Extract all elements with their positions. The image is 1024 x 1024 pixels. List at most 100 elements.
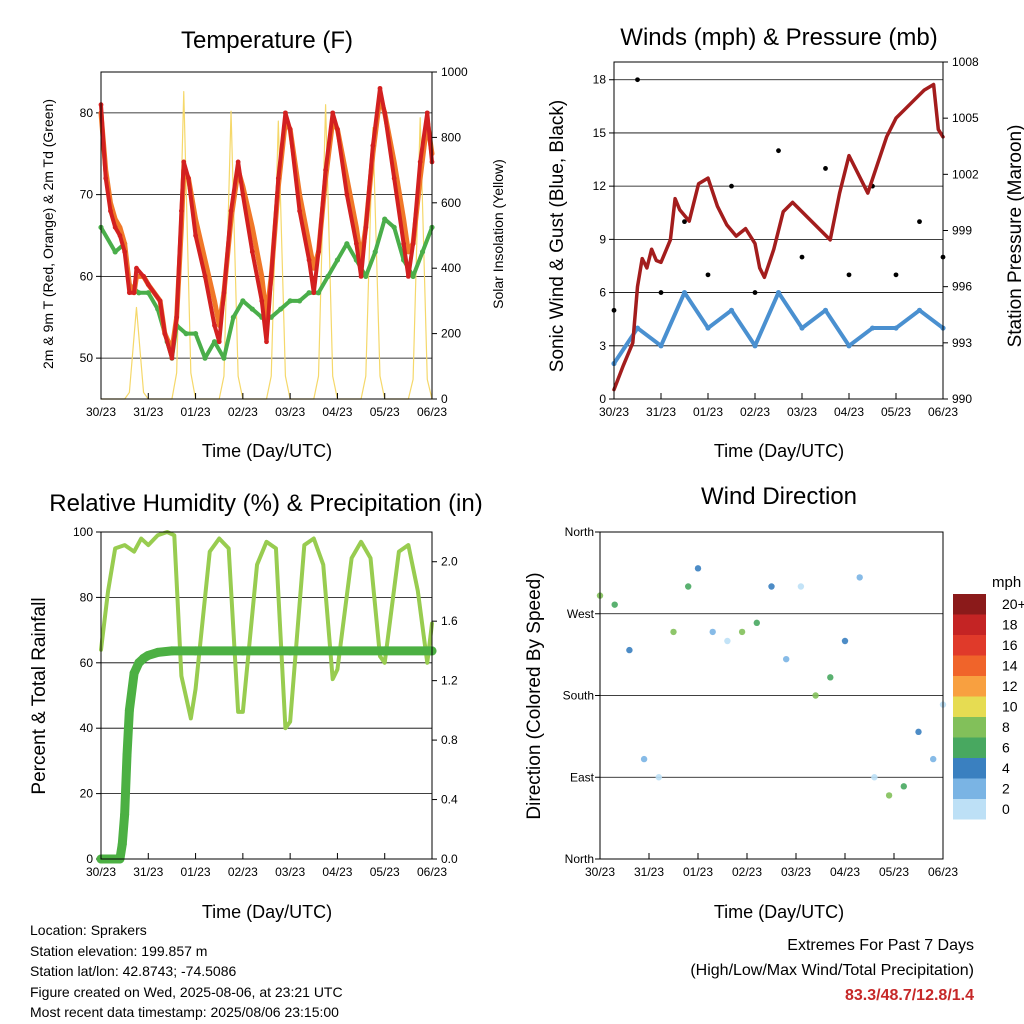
dewpoint-point [249,306,255,312]
wind-gust-point [823,166,828,171]
x-tick-label: 02/23 [740,405,770,419]
dewpoint-point [287,298,293,304]
y-tick-label: 15 [593,126,607,140]
wind-speed-point [658,343,664,349]
temp-2m-point [363,224,369,230]
recent-text: Most recent data timestamp: 2025/08/06 2… [30,1004,339,1020]
precip-point [285,646,295,656]
y-right-tick-label: 800 [441,130,461,144]
temp-2m-point [335,126,340,132]
direction-point [856,574,863,581]
x-tick-label: 03/23 [275,865,305,879]
plot-frame [613,61,944,400]
plot-frame [100,71,433,400]
y-right-tick-label: 2.0 [441,555,458,569]
y-right-tick-label: 999 [952,224,972,238]
wind-speed-point [775,289,782,296]
y-tick-label: 60 [80,269,94,283]
legend-swatch [953,614,986,635]
temp-2m-point [259,298,265,304]
direction-point [694,565,702,572]
x-tick-label: 02/23 [228,865,258,879]
x-tick-label: 02/23 [732,865,762,879]
dewpoint-point [221,355,227,361]
temp-2m-point [249,249,255,255]
precip-point [153,647,163,657]
temp-2m-point [178,208,184,214]
plot-frame [599,531,944,860]
winds-title: Winds (mph) & Pressure (mb) [620,24,937,51]
humidity-line [99,530,434,731]
temp-2m-point [287,126,293,132]
wind-speed-point [822,307,829,313]
legend-swatch [953,635,986,656]
temp-2m-point [330,110,336,116]
x-tick-label: 31/23 [646,405,676,419]
temp-2m-point [424,110,430,116]
speed-legend: 20+ 18 16 14 12 10 8 6 4 2 0 [953,594,1024,820]
temp-2m-point [240,192,246,198]
temp-2m-point [108,208,113,214]
y-right-tick-label: 0.8 [441,733,458,747]
dewpoint-point [145,290,151,296]
y-tick-label: 12 [593,179,607,193]
x-tick-label: 01/23 [181,865,211,879]
y-right-tick-label: 996 [952,280,972,294]
temp-2m-point [134,265,139,271]
temp-2m-point [122,249,128,255]
legend-label: 0 [1002,801,1010,817]
x-tick-label: 05/23 [879,865,909,879]
dewpoint-point [372,249,378,255]
y-right-tick-label: 0.4 [441,793,458,807]
dewpoint-point [192,331,199,337]
x-tick-label: 06/23 [928,865,958,879]
precip-point [122,750,132,760]
y-right-tick-label: 990 [952,392,972,406]
y-tick-label: 100 [73,525,93,539]
wind-speed-point [799,325,805,331]
legend-swatch [953,594,986,615]
temp-2m-point [283,110,288,116]
direction-point [753,619,760,627]
direction-point [738,628,746,636]
y-tick-label: 40 [80,721,94,735]
y-tick-label: North [565,525,594,539]
legend-label: 18 [1002,617,1018,633]
y-tick-label: North [565,852,594,866]
dewpoint-point [278,306,284,312]
direction-point [900,783,907,790]
x-tick-label: 04/23 [322,405,352,419]
dewpoint-point [419,249,426,255]
pressure-line [612,82,945,392]
temp-2m-point [169,355,175,361]
y-right-tick-label: 1000 [441,65,468,79]
y-tick-label: 80 [80,106,94,120]
temp-2m-point [417,159,423,165]
temp-2m-point [202,273,208,279]
temp-2m-point [145,282,151,287]
y-tick-label: 18 [593,73,607,87]
temp-2m-point [410,241,416,247]
latlon-text: Station lat/lon: 42.8743; -74.5086 [30,963,237,979]
precip-point [380,646,390,656]
x-tick-label: 31/23 [133,865,163,879]
x-tick-label: 31/23 [133,405,163,419]
direction-point [724,637,731,645]
precip-point [191,646,201,656]
x-tick-label: 04/23 [322,865,352,879]
y-tick-label: 3 [599,339,606,353]
temp-2m-point [228,208,234,214]
wind-gust-point [729,183,734,189]
precip-point [117,839,127,849]
dewpoint-point [136,290,142,296]
direction-point [871,774,878,781]
dewpoint-point [410,273,416,279]
dewpoint-point [315,290,322,296]
wind-speed-point [869,325,876,331]
legend-label: 2 [1002,781,1010,797]
x-tick-label: 04/23 [830,865,860,879]
temp-2m-point [391,175,397,181]
x-tick-label: 03/23 [781,865,811,879]
